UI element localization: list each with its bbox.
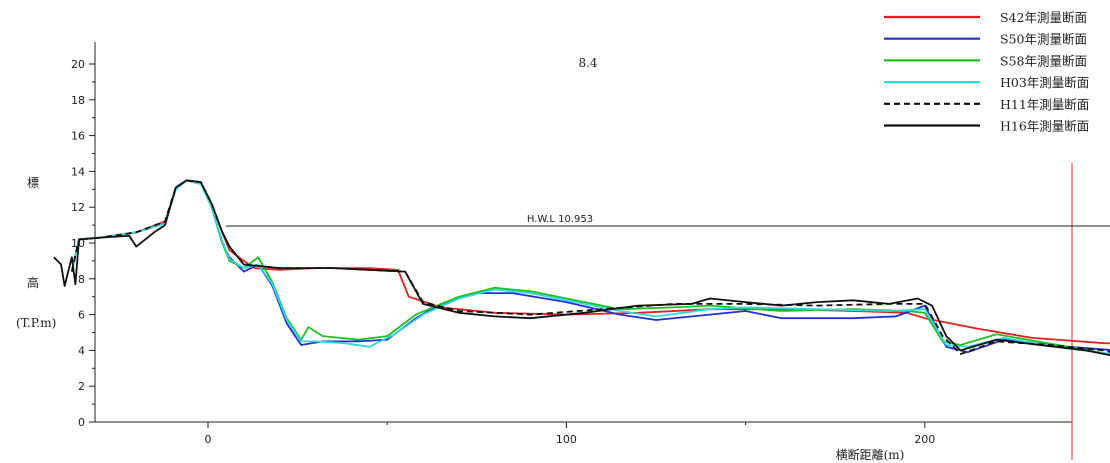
- y-tick-label: 12: [71, 201, 85, 214]
- y-axis-label: 高: [27, 275, 39, 290]
- legend-label-3: H03年測量断面: [1000, 75, 1089, 90]
- y-tick-label: 14: [71, 165, 85, 178]
- x-tick-label: 100: [556, 433, 577, 446]
- y-tick-label: 0: [78, 416, 85, 429]
- legend-label-0: S42年測量断面: [1000, 10, 1087, 25]
- y-axis-label: (T.P.m): [16, 316, 56, 330]
- x-axis-label: 横断距離(m): [836, 447, 905, 462]
- y-tick-label: 18: [71, 94, 85, 107]
- legend-label-4: H11年測量断面: [1000, 97, 1089, 112]
- legend-label-1: S50年測量断面: [1000, 32, 1087, 47]
- y-tick-label: 16: [71, 130, 85, 143]
- y-tick-label: 8: [78, 273, 85, 286]
- hwl-label: H.W.L 10.953: [527, 214, 593, 225]
- x-tick-label: 0: [205, 433, 212, 446]
- y-axis-label: 標: [27, 176, 39, 190]
- y-tick-label: 20: [71, 58, 85, 71]
- chart-title: 8.4: [578, 56, 597, 70]
- y-tick-label: 4: [78, 344, 85, 357]
- legend-label-2: S58年測量断面: [1000, 53, 1087, 68]
- y-tick-label: 6: [78, 309, 85, 322]
- x-tick-label: 200: [914, 433, 935, 446]
- y-tick-label: 2: [78, 380, 85, 393]
- legend-label-5: H16年測量断面: [1000, 119, 1089, 134]
